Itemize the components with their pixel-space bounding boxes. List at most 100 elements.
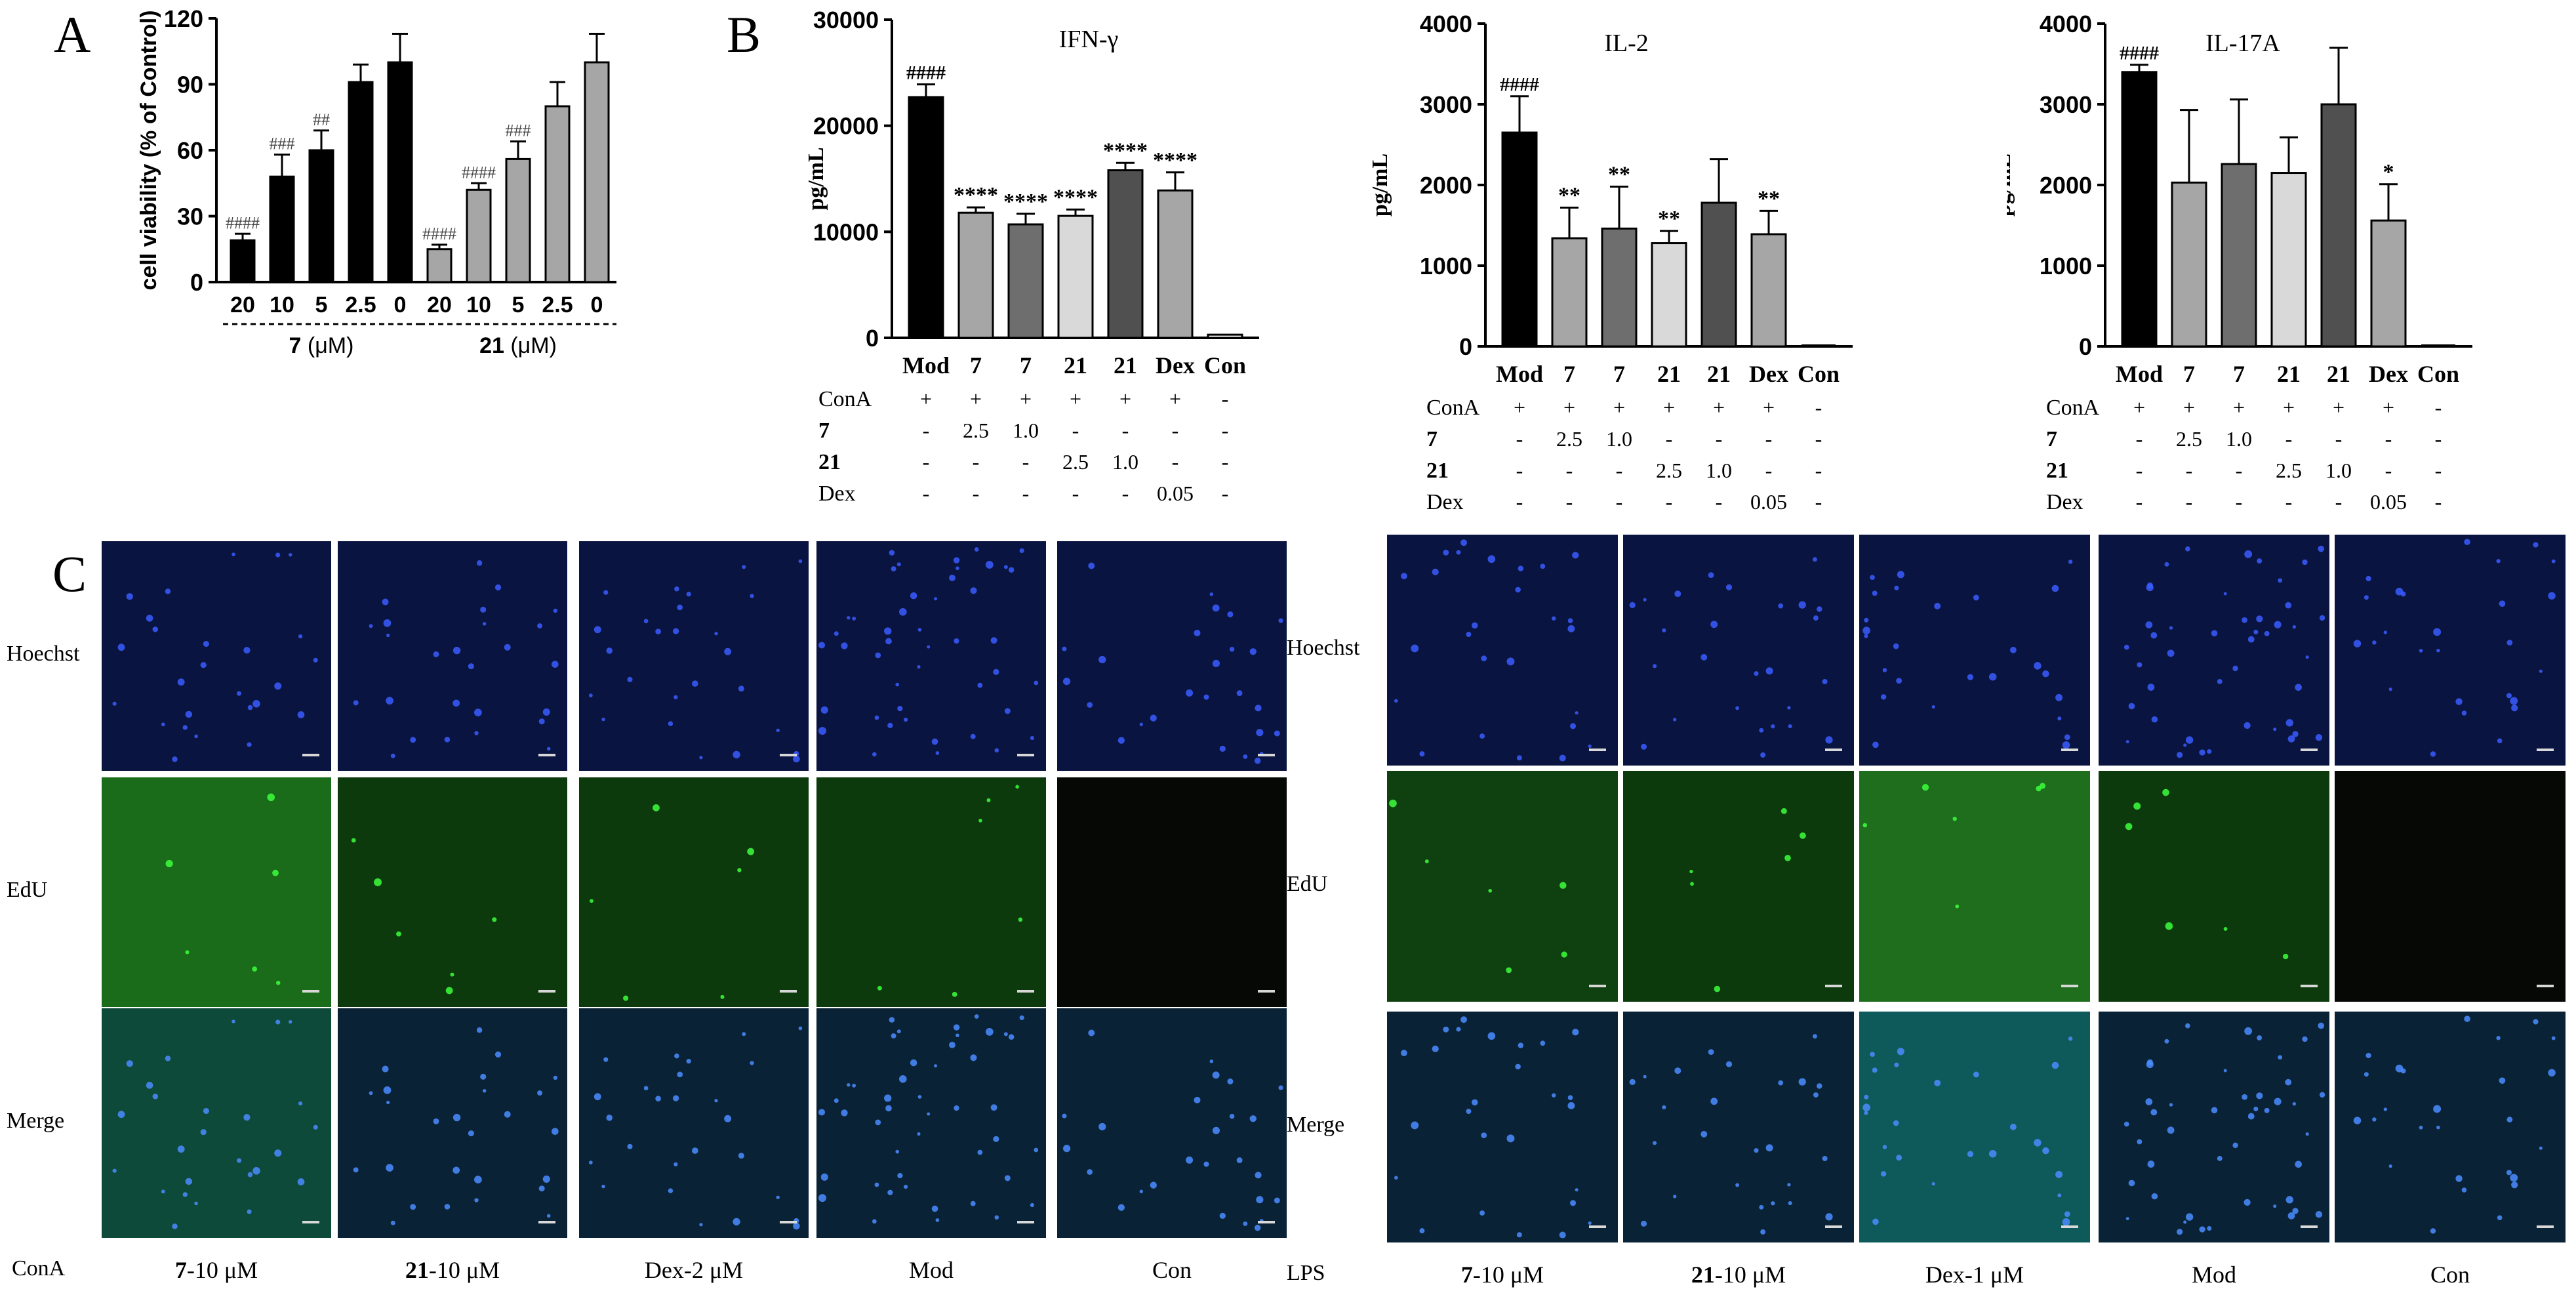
micrograph-hoechst-3 — [579, 541, 809, 771]
table-cell: - — [1516, 427, 1523, 451]
table-cell: - — [2136, 490, 2143, 512]
bar — [426, 248, 453, 283]
scale-bar — [2061, 749, 2078, 751]
table-cell: + — [1713, 396, 1725, 419]
y-tick-label: 2000 — [2040, 172, 2092, 199]
significance-label: **** — [1153, 148, 1197, 173]
table-cell: 0.05 — [1157, 482, 1194, 505]
x-tick-label: 7 — [1020, 352, 1032, 379]
bar — [1107, 169, 1144, 339]
micrograph-merge-1 — [1387, 1012, 1618, 1242]
table-row-label: Dex — [2046, 490, 2083, 512]
scale-bar — [2061, 985, 2078, 987]
row-label-edu: EdU — [1287, 872, 1328, 896]
micrograph-hoechst-2 — [338, 541, 567, 771]
table-cell: + — [2283, 396, 2295, 419]
row-label-hoechst: Hoechst — [1287, 636, 1360, 660]
cell-dots — [818, 1014, 1039, 1224]
cell-dots — [1629, 557, 1833, 758]
scale-bar — [538, 754, 555, 756]
micrograph-edu-5 — [1057, 777, 1287, 1007]
column-label-compound: 7 — [174, 1257, 187, 1283]
micrograph-hoechst-1 — [102, 541, 331, 771]
micrograph-hoechst-5 — [2335, 535, 2566, 766]
table-cell: - — [923, 482, 930, 505]
table-cell: - — [1815, 427, 1822, 451]
micrograph-hoechst-4 — [2099, 535, 2329, 766]
table-cell: - — [1516, 459, 1523, 482]
column-label-text: Mod — [908, 1257, 954, 1283]
bar — [2370, 219, 2407, 348]
table-cell: - — [1222, 450, 1229, 474]
x-tick-label: 2.5 — [345, 293, 376, 318]
x-tick-label: Dex — [1749, 361, 1788, 387]
table-row-label: Dex — [818, 482, 856, 506]
scale-bar — [1258, 1221, 1275, 1223]
il-2-chart: 0 1000 2000 3000 4000 pg/mL IL-2 #### Mod ** 7 ** 7 *… — [1368, 10, 1853, 512]
x-tick-label: 21 — [1064, 352, 1087, 379]
significance-label: #### — [2120, 43, 2159, 64]
table-cell: - — [1566, 490, 1573, 512]
bar — [1750, 233, 1787, 348]
bar — [2270, 172, 2307, 348]
micrograph-merge-5 — [2335, 1012, 2566, 1242]
x-tick-label: 5 — [512, 293, 525, 318]
scale-bar — [780, 990, 797, 993]
bar — [2221, 163, 2257, 348]
panel-letter-b: B — [727, 6, 761, 63]
significance-label: ### — [506, 121, 531, 140]
x-tick-label: Mod — [2116, 361, 2163, 387]
scale-bar — [2537, 749, 2554, 751]
table-cell: - — [1222, 387, 1229, 411]
table-cell: - — [2435, 427, 2442, 451]
scale-bar — [1258, 754, 1275, 756]
bar — [387, 61, 413, 283]
scale-bar — [2061, 1225, 2078, 1228]
table-cell: - — [973, 482, 980, 505]
bar — [2320, 103, 2357, 348]
y-tick-label: 1000 — [1420, 253, 1472, 279]
bar — [505, 157, 531, 283]
y-tick-label: 1000 — [2040, 253, 2092, 279]
x-tick-label: 21 — [1707, 361, 1731, 387]
table-cell: - — [1122, 419, 1129, 442]
y-tick-label: 30000 — [813, 7, 879, 33]
scale-bar — [1825, 985, 1842, 987]
bar — [230, 239, 256, 283]
table-cell: 1.0 — [1606, 427, 1632, 451]
table-cell: + — [1763, 396, 1775, 419]
y-tick-label: 3000 — [2040, 91, 2092, 118]
table-cell: 1.0 — [1706, 459, 1732, 482]
column-label-3: Dex-1 μM — [1876, 1261, 2073, 1288]
table-cell: - — [1122, 482, 1129, 505]
significance-label: #### — [462, 163, 496, 182]
table-cell: 2.5 — [963, 419, 989, 442]
table-cell: + — [2383, 396, 2394, 419]
micrograph-hoechst-5 — [1057, 541, 1287, 771]
scale-bar — [302, 754, 319, 756]
y-axis-label: pg/mL — [1368, 154, 1392, 216]
table-cell: - — [2435, 459, 2442, 482]
y-tick-label: 0 — [1459, 333, 1472, 360]
cell-dots — [2353, 539, 2556, 757]
table-cell: - — [2285, 490, 2293, 512]
micrograph-merge-4 — [816, 1008, 1046, 1238]
table-cell: - — [2285, 427, 2293, 451]
y-tick-label: 90 — [177, 72, 203, 98]
table-cell: - — [923, 419, 930, 442]
column-label-compound: 21 — [405, 1257, 429, 1283]
x-tick-label: 7 — [2183, 361, 2195, 387]
table-cell: - — [1815, 459, 1822, 482]
table-row-label: ConA — [1426, 396, 1480, 420]
bar — [1007, 223, 1044, 339]
table-cell: 0.05 — [2370, 490, 2407, 512]
bar — [1157, 189, 1194, 339]
table-cell: - — [2435, 490, 2442, 512]
micrograph-merge-3 — [579, 1008, 809, 1238]
scale-bar — [2301, 1225, 2318, 1228]
bar — [1207, 333, 1243, 339]
table-cell: - — [1566, 459, 1573, 482]
x-tick-label: 7 — [1563, 361, 1575, 387]
bar — [908, 96, 944, 339]
significance-label: ### — [270, 134, 295, 154]
